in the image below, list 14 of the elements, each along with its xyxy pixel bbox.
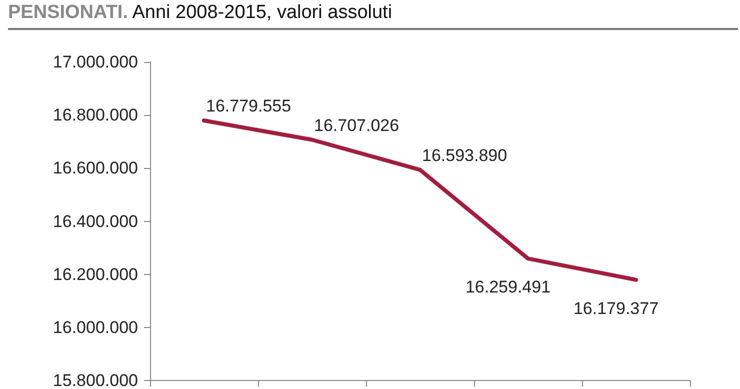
data-label: 16.707.026	[314, 116, 400, 135]
y-tick-label: 16.200.000	[52, 264, 138, 284]
chart-title: PENSIONATI. Anni 2008-2015, valori assoluti	[8, 2, 392, 23]
y-tick-label: 16.800.000	[52, 106, 138, 125]
line-series	[202, 118, 638, 282]
data-label: 16.593.890	[422, 146, 508, 165]
y-tick-label: 16.400.000	[52, 212, 138, 231]
data-label: 16.179.377	[573, 298, 659, 318]
data-label: 16.259.491	[465, 278, 551, 297]
y-tick-label: 16.600.000	[52, 158, 138, 178]
y-tick-label: 15.800.000	[52, 371, 138, 389]
data-label: 16.779.555	[206, 96, 292, 116]
y-tick-label: 17.000.000	[52, 52, 138, 72]
y-tick-label: 16.000.000	[52, 318, 138, 337]
